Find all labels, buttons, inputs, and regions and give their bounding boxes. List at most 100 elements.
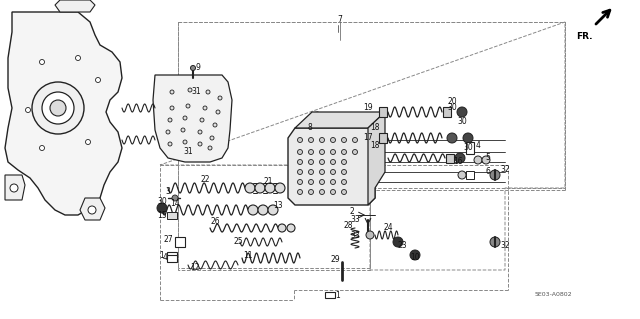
- Circle shape: [245, 183, 255, 193]
- Circle shape: [447, 133, 457, 143]
- Circle shape: [88, 206, 96, 214]
- Bar: [379, 133, 387, 143]
- Circle shape: [457, 107, 467, 117]
- Circle shape: [248, 205, 258, 215]
- Bar: [443, 107, 451, 117]
- Circle shape: [366, 231, 374, 239]
- Bar: [446, 153, 454, 162]
- Circle shape: [330, 137, 335, 143]
- Circle shape: [298, 180, 303, 184]
- Circle shape: [330, 150, 335, 154]
- Circle shape: [40, 60, 45, 64]
- Text: 32: 32: [500, 241, 510, 249]
- Text: 27: 27: [163, 235, 173, 244]
- Text: 24: 24: [383, 224, 393, 233]
- Polygon shape: [295, 112, 385, 128]
- Bar: [466, 142, 474, 154]
- Circle shape: [213, 123, 217, 127]
- Circle shape: [210, 136, 214, 140]
- Text: 13: 13: [273, 201, 283, 210]
- Text: 2: 2: [349, 207, 355, 217]
- Circle shape: [172, 195, 178, 201]
- Circle shape: [308, 137, 314, 143]
- Text: 26: 26: [210, 218, 220, 226]
- Polygon shape: [80, 198, 105, 220]
- Circle shape: [268, 205, 278, 215]
- Circle shape: [40, 145, 45, 151]
- Text: 15: 15: [157, 211, 167, 219]
- Circle shape: [168, 142, 172, 146]
- Circle shape: [319, 137, 324, 143]
- Circle shape: [319, 180, 324, 184]
- Circle shape: [265, 183, 275, 193]
- Circle shape: [287, 224, 295, 232]
- Circle shape: [86, 139, 90, 145]
- Circle shape: [490, 170, 500, 180]
- Circle shape: [183, 116, 187, 120]
- Circle shape: [42, 92, 74, 124]
- Bar: [175, 237, 185, 247]
- Bar: [167, 255, 177, 262]
- Circle shape: [330, 180, 335, 184]
- Circle shape: [455, 153, 465, 163]
- Text: 1: 1: [335, 292, 340, 300]
- Text: 19: 19: [363, 103, 373, 113]
- Text: 30: 30: [463, 144, 473, 152]
- Circle shape: [474, 156, 482, 164]
- Text: 17: 17: [363, 133, 373, 143]
- Circle shape: [393, 237, 403, 247]
- Text: FR.: FR.: [577, 32, 593, 41]
- Text: 18: 18: [371, 123, 380, 132]
- Text: 25: 25: [233, 238, 243, 247]
- Text: 33: 33: [350, 231, 360, 240]
- Polygon shape: [368, 112, 385, 205]
- Text: 16: 16: [453, 158, 463, 167]
- Circle shape: [198, 130, 202, 134]
- Circle shape: [183, 140, 187, 144]
- Text: 23: 23: [397, 241, 407, 249]
- Circle shape: [330, 189, 335, 195]
- Polygon shape: [288, 128, 375, 205]
- Text: 7: 7: [337, 16, 342, 25]
- Circle shape: [275, 183, 285, 193]
- Text: 29: 29: [330, 256, 340, 264]
- Circle shape: [319, 160, 324, 165]
- Circle shape: [255, 183, 265, 193]
- Text: 14: 14: [170, 199, 180, 209]
- Text: 4: 4: [163, 254, 168, 263]
- Circle shape: [342, 180, 346, 184]
- Circle shape: [278, 224, 286, 232]
- Circle shape: [170, 90, 174, 94]
- Circle shape: [50, 100, 66, 116]
- Circle shape: [308, 150, 314, 154]
- Text: 20: 20: [447, 98, 457, 107]
- Circle shape: [298, 169, 303, 174]
- Text: 31: 31: [191, 87, 201, 97]
- Circle shape: [353, 150, 358, 154]
- Polygon shape: [5, 12, 122, 215]
- Circle shape: [463, 133, 473, 143]
- Circle shape: [95, 78, 100, 83]
- Circle shape: [319, 150, 324, 154]
- Circle shape: [298, 160, 303, 165]
- Circle shape: [458, 171, 466, 179]
- Bar: [379, 107, 387, 117]
- Circle shape: [168, 118, 172, 122]
- Circle shape: [218, 96, 222, 100]
- Text: 11: 11: [243, 250, 253, 259]
- Polygon shape: [55, 0, 95, 12]
- Bar: [325, 292, 335, 298]
- Circle shape: [76, 56, 81, 61]
- Text: 4: 4: [476, 140, 481, 150]
- Circle shape: [298, 137, 303, 143]
- Circle shape: [191, 65, 195, 70]
- Circle shape: [342, 169, 346, 174]
- Circle shape: [308, 180, 314, 184]
- Text: 32: 32: [500, 166, 510, 174]
- Circle shape: [200, 118, 204, 122]
- Polygon shape: [5, 175, 25, 200]
- Circle shape: [208, 146, 212, 150]
- Circle shape: [342, 150, 346, 154]
- Circle shape: [482, 156, 490, 164]
- Circle shape: [342, 160, 346, 165]
